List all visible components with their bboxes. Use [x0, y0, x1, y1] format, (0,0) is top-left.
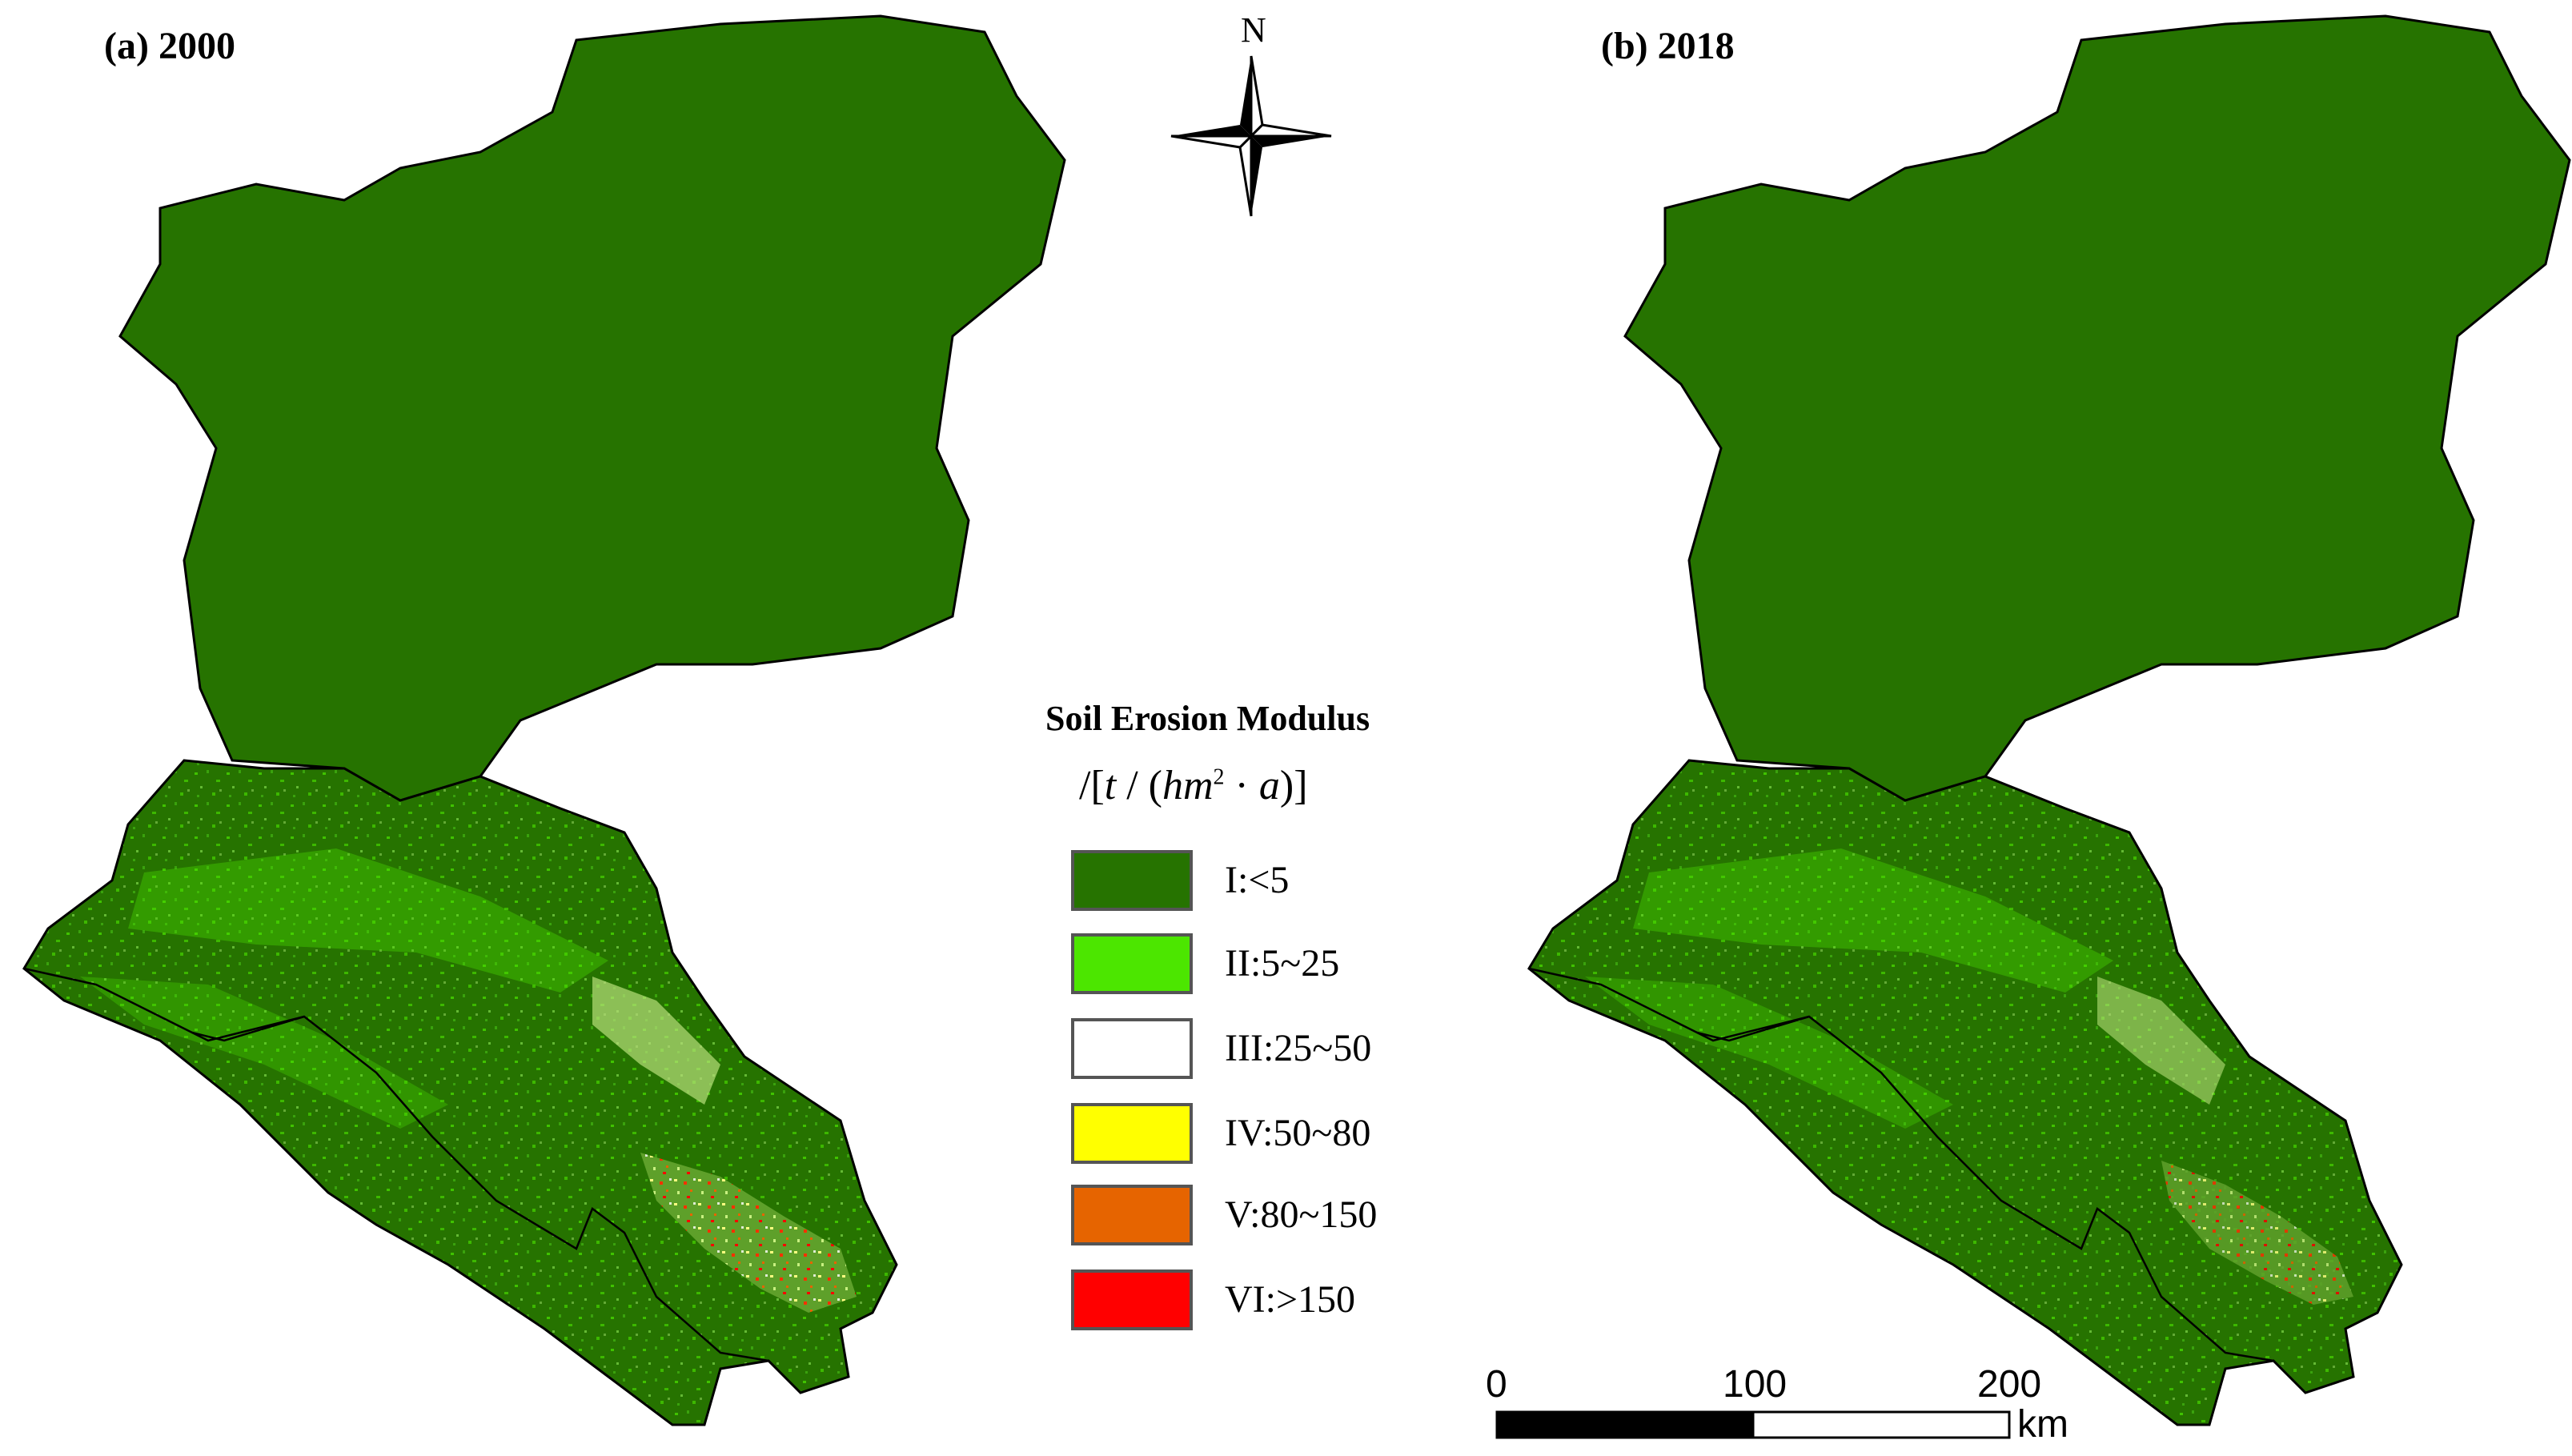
legend-label: III:25~50: [1225, 1027, 1372, 1069]
legend-item: III:25~50: [1071, 1018, 1487, 1082]
subbasin-boundary-2018: [1696, 1015, 1810, 1042]
erosion-hotspot-2018: [2161, 1161, 2353, 1305]
northern-region-2000: [118, 14, 1066, 802]
legend-label: I:<5: [1225, 859, 1290, 901]
erosion-hotspot-2000: [640, 1153, 857, 1313]
legend-swatch: [1071, 850, 1193, 911]
scale-bar: [1495, 1410, 2011, 1439]
north-arrow-icon: [1170, 55, 1332, 217]
subbasin-boundary-2000: [191, 1015, 305, 1042]
northern-region-2018: [1623, 14, 2571, 802]
band-2018: [1633, 848, 2113, 993]
legend-item: II:5~25: [1071, 933, 1487, 997]
legend-swatch: [1071, 1269, 1193, 1330]
panel-title-b: (b) 2018: [1601, 25, 1735, 67]
light-patch-2000: [592, 977, 720, 1105]
map-panel-2000: [22, 14, 1066, 1426]
band-2000: [80, 977, 448, 1129]
southern-region-2018: [1527, 759, 2403, 1426]
scale-unit-label: km: [2017, 1403, 2068, 1446]
legend-label: V:80~150: [1225, 1193, 1378, 1236]
scale-tick-label: 100: [1723, 1363, 1788, 1406]
legend-title: Soil Erosion Modulus: [1045, 699, 1370, 738]
band-2000: [128, 848, 608, 993]
legend-item: I:<5: [1071, 850, 1487, 914]
legend-label: II:5~25: [1225, 942, 1340, 985]
legend-label: VI:>150: [1225, 1278, 1356, 1321]
panel-title-a: (a) 2000: [104, 25, 235, 67]
light-patch-2018: [2097, 977, 2225, 1105]
north-label: N: [1241, 10, 1266, 50]
legend-item: VI:>150: [1071, 1269, 1487, 1334]
legend-swatch: [1071, 933, 1193, 994]
legend-swatch: [1071, 1185, 1193, 1245]
legend-item: V:80~150: [1071, 1185, 1487, 1249]
scale-tick-label: 200: [1977, 1363, 2042, 1406]
scale-tick-label: 0: [1486, 1363, 1507, 1406]
legend-unit: /[t / (hm2 · a)]: [1079, 763, 1308, 808]
band-2018: [1585, 977, 1953, 1129]
legend-item: IV:50~80: [1071, 1103, 1487, 1167]
legend-swatch: [1071, 1018, 1193, 1079]
southern-region-2000: [22, 759, 898, 1426]
map-panel-2018: [1527, 14, 2571, 1426]
legend-label: IV:50~80: [1225, 1112, 1371, 1154]
legend-swatch: [1071, 1103, 1193, 1164]
